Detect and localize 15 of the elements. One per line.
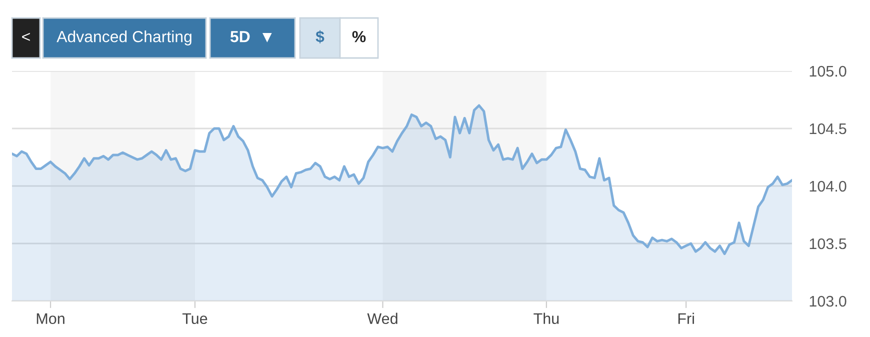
y-tick-label: 103.0 (810, 296, 846, 307)
text: < (22, 32, 30, 41)
x-tick-label: Fri (678, 312, 694, 324)
x-tick-label: Mon (36, 313, 64, 324)
y-tick-label: 105.0 (810, 66, 846, 77)
y-tick-label: 104.5 (810, 123, 846, 134)
text: 5D ▼ (230, 31, 272, 42)
x-tick-label: Thu (534, 312, 559, 324)
x-tick-label: Wed (367, 312, 398, 324)
y-tick-label: 103.5 (810, 238, 846, 250)
text: Advanced Charting (56, 30, 192, 46)
text: % (352, 31, 366, 42)
y-tick-label: 104.0 (810, 180, 846, 192)
text: $ (316, 30, 324, 44)
x-tick-label: Tue (182, 313, 208, 324)
